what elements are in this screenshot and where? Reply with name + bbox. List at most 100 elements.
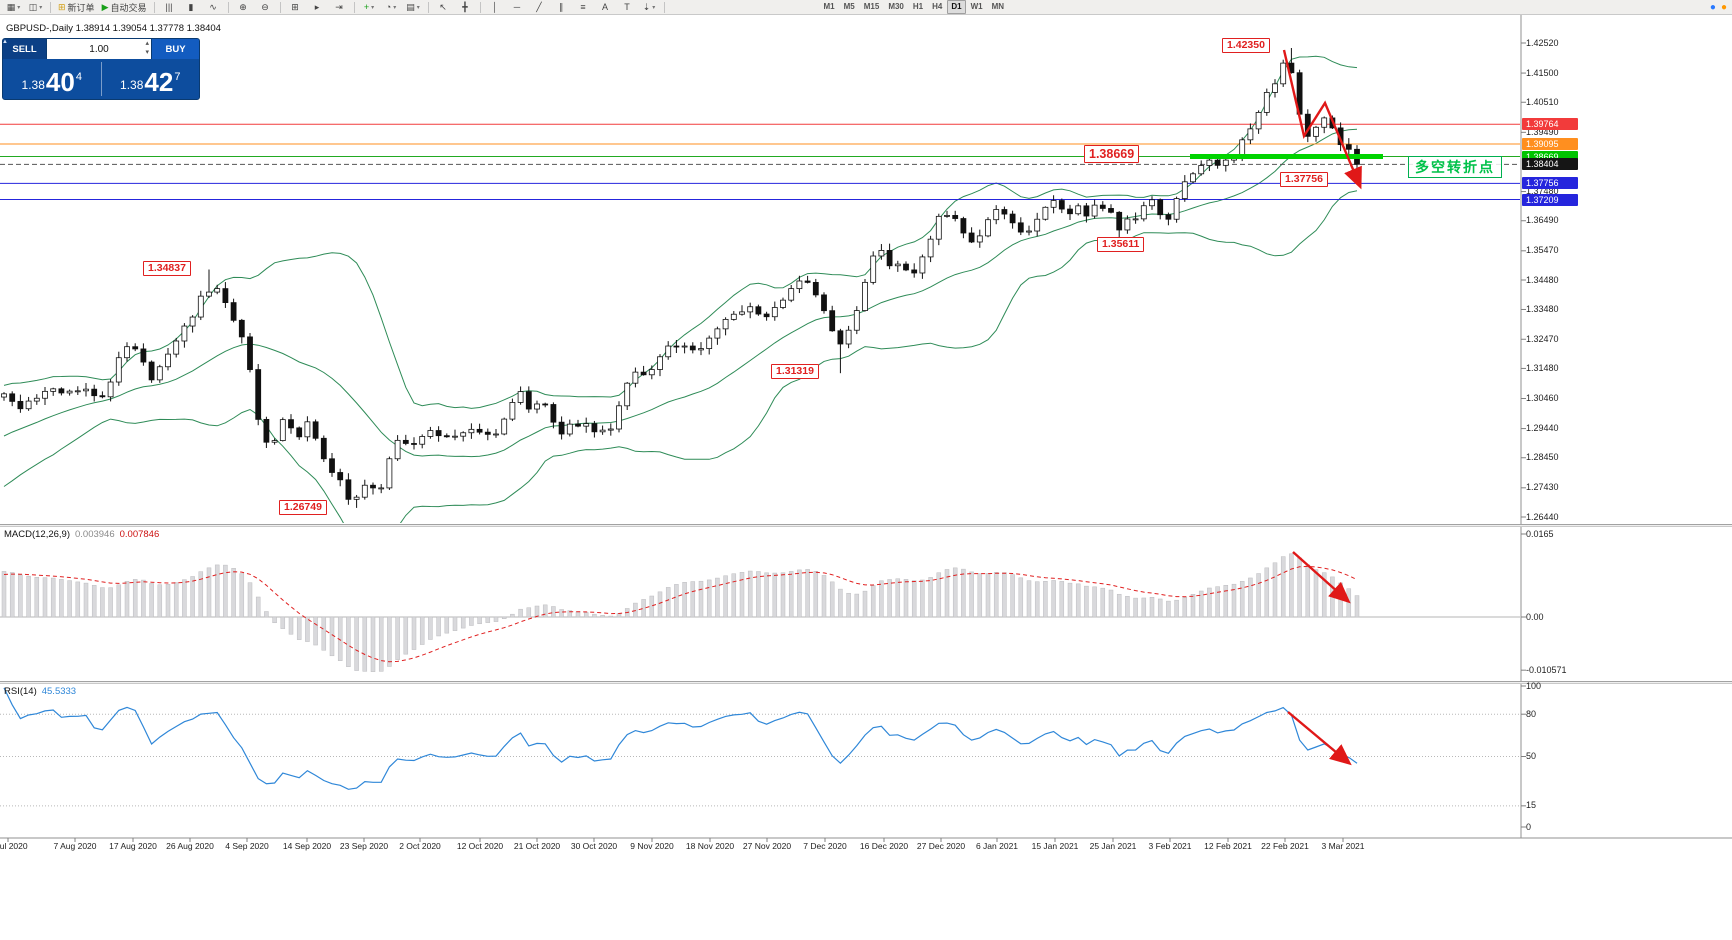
one-click-collapse-button[interactable]: ▲ bbox=[2, 39, 8, 45]
toolbar-separator bbox=[479, 1, 481, 13]
timeframe-m30-button[interactable]: M30 bbox=[888, 2, 904, 11]
volume-value[interactable]: 1.00 bbox=[89, 43, 109, 55]
arrows-button[interactable]: ⇣ ▾ bbox=[639, 0, 660, 15]
date-label: 30 Oct 2020 bbox=[570, 841, 618, 851]
trendline-button[interactable]: ╱ bbox=[529, 0, 550, 15]
timeframe-h4-button[interactable]: H4 bbox=[932, 2, 943, 11]
price-callout[interactable]: 1.37756 bbox=[1280, 172, 1328, 187]
volume-up-button[interactable]: ▴ bbox=[145, 40, 149, 47]
price-callout[interactable]: 1.34837 bbox=[143, 261, 191, 276]
chart-shift-button[interactable]: ⇥ bbox=[329, 0, 350, 15]
indicators-button[interactable]: + ▾ bbox=[359, 0, 380, 15]
auto-trading-button[interactable]: ▶ 自动交易 bbox=[99, 0, 150, 15]
auto-scroll-icon: ▸ bbox=[314, 1, 320, 12]
timeframe-d1-button[interactable]: D1 bbox=[947, 0, 966, 14]
line-chart-button[interactable]: ∿ bbox=[203, 0, 224, 15]
turning-point-note[interactable]: 多空转折点 bbox=[1408, 156, 1502, 178]
ask-price[interactable]: 1.38 42 7 bbox=[120, 67, 181, 97]
timeframe-mn-button[interactable]: MN bbox=[991, 2, 1005, 11]
main-chart-pane[interactable] bbox=[0, 15, 1732, 524]
price-callout[interactable]: 1.35611 bbox=[1097, 237, 1145, 252]
new-order-button[interactable]: ⊞ 新订单 bbox=[55, 0, 98, 15]
buy-button[interactable]: BUY bbox=[151, 39, 199, 59]
price-tag: 1.39764 bbox=[1522, 118, 1578, 131]
macd-tick-label: 0.00 bbox=[1526, 611, 1544, 622]
pane-separator[interactable] bbox=[0, 681, 1732, 684]
templates-button[interactable]: ▤ ▾ bbox=[403, 0, 424, 15]
date-label: 7 Dec 2020 bbox=[803, 841, 847, 851]
zoom-out-button[interactable]: ⊖ bbox=[255, 0, 276, 15]
new-chart-button[interactable]: ▦ ▾ bbox=[3, 0, 24, 15]
rsi-pane[interactable] bbox=[0, 684, 1732, 838]
periods-button[interactable]: ◔ ▾ bbox=[381, 0, 402, 15]
bar-chart-button[interactable]: ||| bbox=[159, 0, 180, 15]
tile-windows-button[interactable]: ⊞ bbox=[285, 0, 306, 15]
news-icon[interactable]: ● bbox=[1709, 1, 1716, 13]
bid-price[interactable]: 1.38 40 4 bbox=[21, 67, 82, 97]
pane-separator[interactable] bbox=[0, 524, 1732, 527]
volume-stepper[interactable]: 1.00 ▴ ▾ bbox=[47, 39, 151, 59]
timeframe-h1-button[interactable]: H1 bbox=[912, 2, 924, 11]
timeframe-m1-button[interactable]: M1 bbox=[823, 2, 835, 11]
price-callout[interactable]: 1.26749 bbox=[279, 500, 327, 515]
profiles-button[interactable]: ◫ ▾ bbox=[25, 0, 46, 15]
price-callout[interactable]: 1.31319 bbox=[771, 364, 819, 379]
date-label: 3 Feb 2021 bbox=[1148, 841, 1192, 851]
macd-pane[interactable] bbox=[0, 527, 1732, 681]
vline-button[interactable]: │ bbox=[485, 0, 506, 15]
fibo-icon: ≡ bbox=[580, 1, 586, 12]
candle-chart-icon: ▮ bbox=[188, 1, 194, 12]
dropdown-arrow-icon: ▾ bbox=[393, 4, 397, 11]
toolbar-separator bbox=[353, 1, 355, 13]
toolbar-separator bbox=[227, 1, 229, 13]
date-label: 23 Sep 2020 bbox=[339, 841, 389, 851]
date-label: 9 Nov 2020 bbox=[630, 841, 674, 851]
auto-scroll-button[interactable]: ▸ bbox=[307, 0, 328, 15]
cursor-button[interactable]: ↖ bbox=[433, 0, 454, 15]
label-button[interactable]: T bbox=[617, 0, 638, 15]
date-label: 25 Jan 2021 bbox=[1089, 841, 1137, 851]
macd-tick-label: 0.0165 bbox=[1526, 528, 1554, 539]
timeframe-w1-button[interactable]: W1 bbox=[970, 2, 983, 11]
date-label: 4 Sep 2020 bbox=[225, 841, 269, 851]
rsi-tick-label: 15 bbox=[1526, 800, 1537, 811]
candle-chart-button[interactable]: ▮ bbox=[181, 0, 202, 15]
channel-button[interactable]: ∥ bbox=[551, 0, 572, 15]
new-order-button-label: 新订单 bbox=[67, 2, 95, 13]
date-label: 12 Feb 2021 bbox=[1204, 841, 1252, 851]
fibo-button[interactable]: ≡ bbox=[573, 0, 594, 15]
toolbar-separator bbox=[50, 1, 51, 13]
price-tick-label: 1.33480 bbox=[1526, 303, 1559, 314]
price-tick-label: 1.41500 bbox=[1526, 67, 1559, 78]
cursor-icon: ↖ bbox=[439, 1, 447, 12]
date-label: 22 Feb 2021 bbox=[1261, 841, 1309, 851]
time-scale[interactable] bbox=[0, 838, 1732, 860]
text-button[interactable]: A bbox=[595, 0, 616, 15]
date-label: 21 Oct 2020 bbox=[513, 841, 561, 851]
tile-windows-icon: ⊞ bbox=[291, 1, 299, 12]
profiles-icon: ◫ bbox=[28, 1, 38, 12]
text-icon: A bbox=[601, 1, 608, 12]
date-label: 27 Nov 2020 bbox=[742, 841, 792, 851]
toolbar-separator bbox=[279, 1, 281, 13]
alert-icon[interactable]: ● bbox=[1720, 1, 1727, 13]
hline-button[interactable]: ─ bbox=[507, 0, 528, 15]
one-click-trading-panel: SELL 1.00 ▴ ▾ BUY 1.38 40 4 1.38 42 7 bbox=[2, 38, 200, 100]
symbol-info: GBPUSD-,Daily 1.38914 1.39054 1.37778 1.… bbox=[6, 23, 221, 34]
sell-button[interactable]: SELL bbox=[3, 39, 47, 59]
zoom-in-button[interactable]: ⊕ bbox=[233, 0, 254, 15]
price-callout[interactable]: 1.42350 bbox=[1222, 38, 1270, 53]
price-callout[interactable]: 1.38669 bbox=[1084, 145, 1140, 163]
date-label: 9 Jul 2020 bbox=[0, 841, 28, 851]
timeframe-m15-button[interactable]: M15 bbox=[863, 2, 880, 11]
dropdown-arrow-icon: ▾ bbox=[371, 4, 375, 11]
price-tag: 1.38404 bbox=[1522, 158, 1578, 171]
channel-icon: ∥ bbox=[558, 1, 564, 12]
trendline-icon: ╱ bbox=[536, 1, 542, 12]
timeframe-m5-button[interactable]: M5 bbox=[843, 2, 855, 11]
macd-signal-value: 0.007846 bbox=[119, 529, 160, 540]
date-label: 7 Aug 2020 bbox=[53, 841, 97, 851]
price-tick-label: 1.32470 bbox=[1526, 333, 1559, 344]
volume-down-button[interactable]: ▾ bbox=[145, 49, 149, 56]
crosshair-button[interactable]: ╋ bbox=[455, 0, 476, 15]
